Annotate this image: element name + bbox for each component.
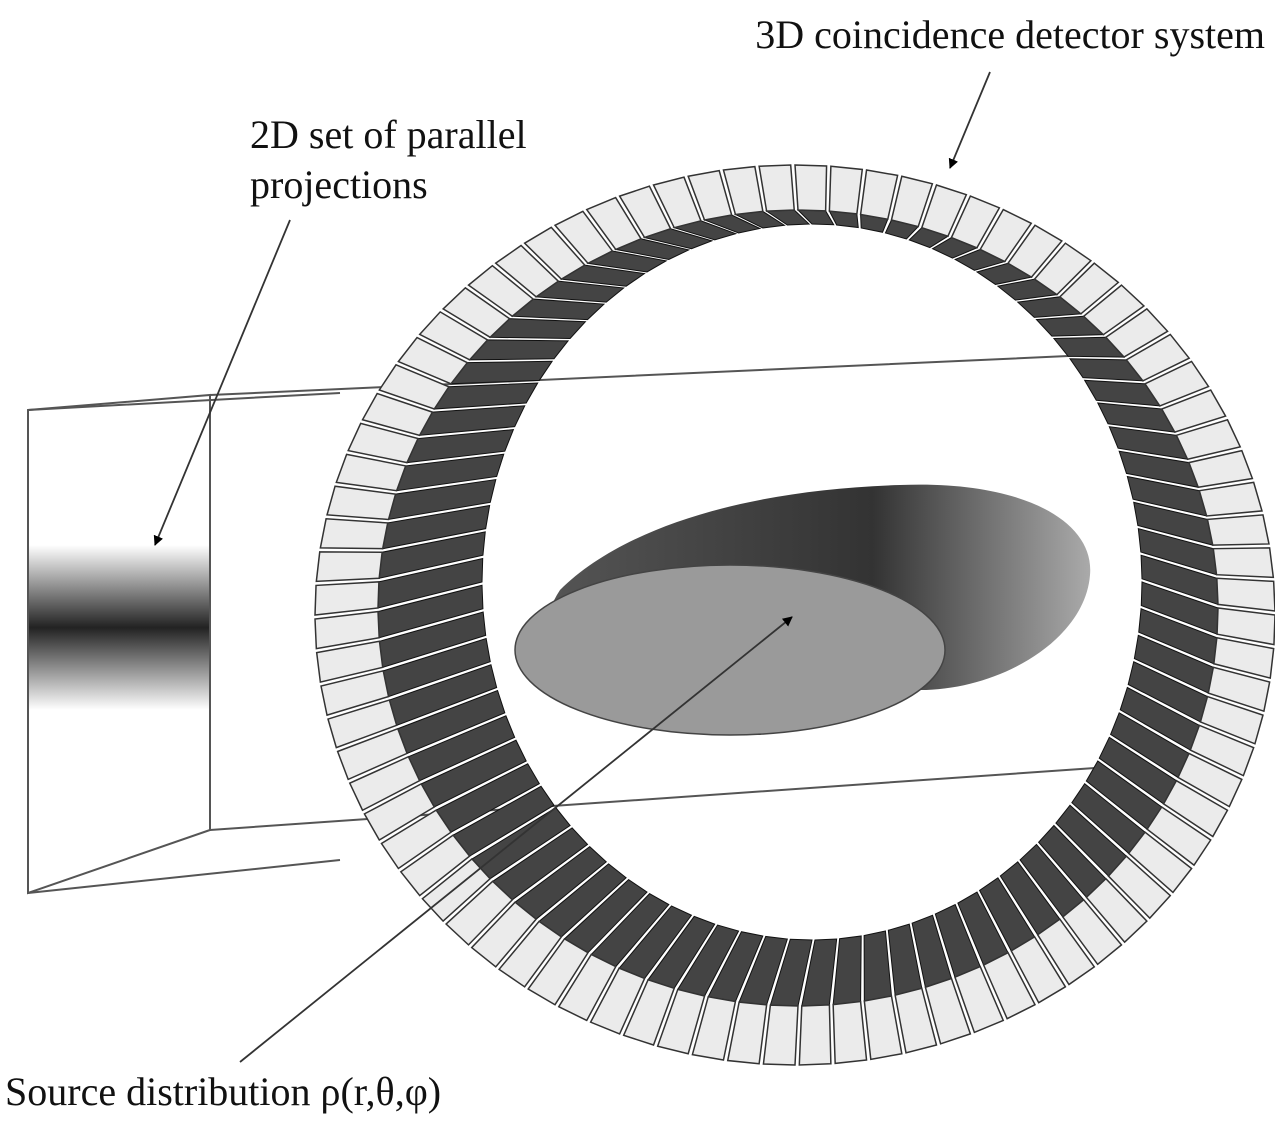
detector-block (1177, 752, 1243, 808)
detector-block (894, 987, 938, 1054)
detector-block (1206, 514, 1270, 546)
detector-block (691, 995, 737, 1061)
detector-block (1216, 577, 1275, 612)
projections-label: projections (250, 162, 428, 207)
detector-block (762, 1004, 799, 1066)
detector-block (470, 901, 538, 968)
detector-block (1125, 333, 1191, 382)
detector-block (1033, 242, 1093, 296)
detector-block (1058, 262, 1120, 315)
detector-block (399, 834, 471, 897)
detector-block (863, 995, 903, 1061)
detector-block (1199, 695, 1264, 745)
projection-plane (27, 354, 1096, 895)
detector-ring (314, 164, 1275, 1066)
detector-block (1207, 666, 1271, 713)
projections-label: 2D set of parallel (250, 112, 527, 157)
detector-block (1216, 607, 1275, 646)
detector-block (397, 336, 469, 385)
detector-block (363, 782, 436, 842)
detector-block (527, 937, 590, 1006)
detector-block (444, 880, 514, 946)
detector-block (589, 967, 646, 1035)
detector-block (1146, 805, 1212, 867)
detector-block (622, 978, 676, 1046)
detector-block (1187, 449, 1254, 489)
detector-block (441, 286, 511, 339)
detector-block (320, 669, 390, 717)
detector-block (1189, 724, 1255, 777)
detector-block (1162, 779, 1229, 838)
detector-block (618, 185, 672, 239)
detector-block (1104, 307, 1169, 359)
detector-block (859, 169, 899, 221)
detector-block (336, 727, 408, 781)
detector-block (982, 951, 1037, 1020)
detector-block (832, 935, 862, 1006)
detector-block (890, 175, 934, 228)
detector-block (347, 422, 420, 464)
detector-block (1036, 918, 1096, 986)
detector-block (954, 965, 1005, 1034)
detector-block (1010, 935, 1067, 1004)
detector-block (1213, 636, 1275, 680)
detector-block (467, 264, 535, 318)
detector-block (1175, 418, 1242, 461)
detector-block (794, 164, 828, 212)
source-label: Source distribution ρ(r,θ,φ) (5, 1069, 441, 1114)
detector-block (1082, 284, 1146, 336)
detector-block (652, 176, 702, 229)
detector-block (585, 196, 643, 251)
detector-block (380, 809, 453, 870)
detector-block (1006, 224, 1063, 279)
detector-block (1160, 389, 1227, 434)
detector-block (326, 485, 397, 521)
detector-block (687, 169, 733, 221)
arrows (153, 71, 991, 1063)
detector-block (1143, 360, 1210, 407)
detector-block (418, 310, 489, 361)
detector-block (433, 382, 539, 410)
detector-block (1107, 855, 1172, 920)
detector-block (656, 988, 706, 1055)
detector-block (1212, 547, 1275, 579)
detector-block (726, 1001, 768, 1065)
detector-block (1085, 877, 1148, 944)
detector-block (798, 1004, 832, 1066)
detector-block (523, 226, 586, 281)
detector-block (335, 453, 407, 492)
detector-block (758, 164, 796, 212)
detector-block (1198, 481, 1263, 517)
detector-block (314, 610, 380, 650)
detector-label: 3D coincidence detector system (755, 12, 1265, 57)
detector-block (722, 165, 764, 216)
detector-block (319, 518, 389, 550)
detector-block (378, 363, 450, 410)
detector-block (327, 699, 398, 749)
detector-block (315, 551, 383, 583)
detector-block (494, 244, 560, 298)
detector-block (314, 581, 380, 616)
detector-block (361, 392, 434, 437)
detector-block (828, 165, 864, 215)
detector-block (832, 1000, 868, 1065)
detector-block (950, 195, 1001, 249)
detector-block (920, 184, 968, 238)
detector-block (1061, 898, 1123, 966)
detector-block (315, 640, 384, 683)
detector-block (553, 210, 614, 265)
detector-block (348, 755, 421, 812)
detector-block (863, 930, 892, 1002)
detector-block (498, 920, 563, 988)
detector-block (557, 953, 617, 1022)
detector-block (924, 977, 972, 1045)
detector-block (1127, 831, 1193, 894)
detector-block (979, 208, 1033, 263)
source-cylinder (514, 484, 1091, 736)
